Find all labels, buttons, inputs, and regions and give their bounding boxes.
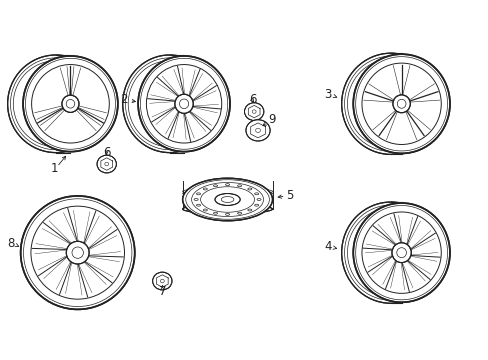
Ellipse shape (97, 155, 116, 173)
Ellipse shape (391, 243, 410, 262)
Text: 1: 1 (51, 162, 58, 175)
Text: 7: 7 (158, 285, 166, 298)
Ellipse shape (8, 55, 104, 153)
Ellipse shape (215, 194, 240, 206)
Ellipse shape (182, 204, 272, 214)
Text: 6: 6 (249, 93, 256, 107)
Ellipse shape (23, 56, 118, 152)
Ellipse shape (152, 272, 172, 290)
Ellipse shape (245, 120, 269, 141)
Ellipse shape (392, 95, 409, 113)
Text: 3: 3 (324, 89, 331, 102)
Ellipse shape (66, 241, 89, 264)
Ellipse shape (62, 95, 79, 112)
Ellipse shape (122, 55, 216, 153)
Ellipse shape (341, 202, 439, 303)
Text: 4: 4 (323, 240, 331, 253)
Ellipse shape (244, 103, 264, 121)
Ellipse shape (352, 203, 449, 302)
Ellipse shape (182, 178, 272, 221)
Text: 5: 5 (285, 189, 293, 202)
Text: 6: 6 (103, 146, 110, 159)
Ellipse shape (20, 196, 135, 309)
Text: 8: 8 (7, 237, 14, 250)
Ellipse shape (175, 94, 193, 113)
Text: 9: 9 (267, 113, 275, 126)
Ellipse shape (341, 53, 439, 154)
Ellipse shape (138, 56, 229, 152)
Ellipse shape (352, 54, 449, 153)
Text: 2: 2 (120, 93, 127, 107)
